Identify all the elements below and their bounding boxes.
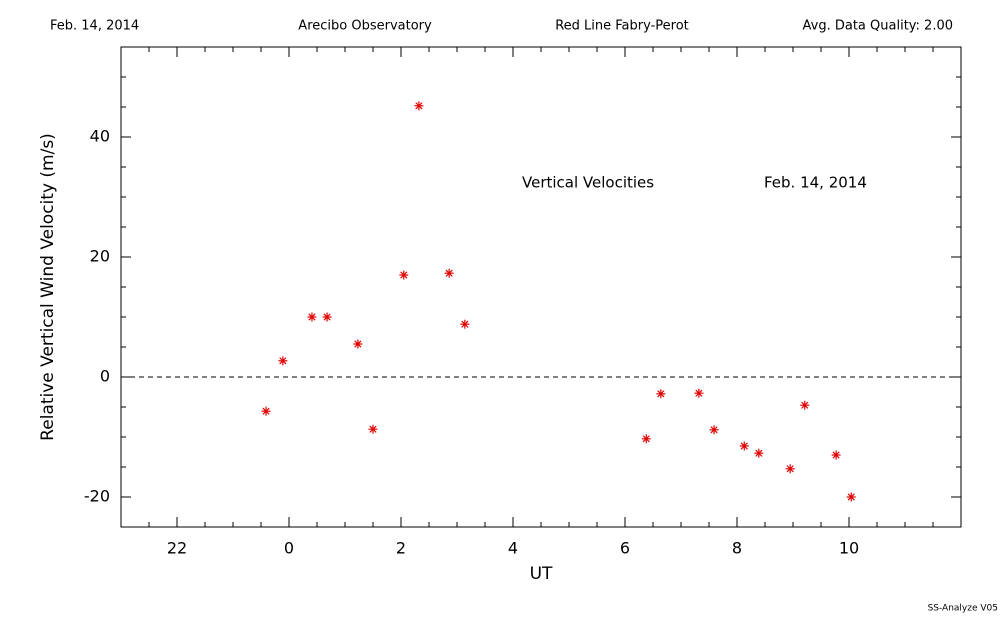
point — [800, 400, 810, 410]
header-date: Feb. 14, 2014 — [50, 19, 139, 34]
point — [694, 388, 704, 398]
point-stroke — [832, 451, 840, 459]
point-stroke — [801, 401, 809, 409]
header-instrument: Red Line Fabry-Perot — [555, 19, 689, 34]
point — [399, 270, 409, 280]
point — [353, 339, 363, 349]
point-stroke — [755, 449, 763, 457]
y-tick-label: 20 — [90, 247, 110, 266]
point-stroke — [415, 102, 423, 110]
point-stroke — [657, 390, 665, 398]
annotation: Feb. 14, 2014 — [764, 174, 867, 192]
point-stroke — [308, 313, 316, 321]
point-stroke — [262, 407, 270, 415]
point-stroke — [400, 271, 408, 279]
point — [656, 389, 666, 399]
y-axis-label: Relative Vertical Wind Velocity (m/s) — [38, 133, 58, 441]
point-stroke — [847, 493, 855, 501]
point-stroke — [695, 389, 703, 397]
point — [444, 268, 454, 278]
point — [739, 441, 749, 451]
point-stroke — [354, 340, 362, 348]
point-stroke — [461, 320, 469, 328]
point — [414, 101, 424, 111]
x-tick-label: 4 — [508, 539, 518, 558]
point — [785, 464, 795, 474]
point-stroke — [323, 313, 331, 321]
footer: SS-Analyze V05 — [928, 604, 998, 614]
point-stroke — [445, 269, 453, 277]
x-tick-label: 2 — [396, 539, 406, 558]
point-stroke — [740, 442, 748, 450]
header-site: Arecibo Observatory — [298, 19, 432, 34]
point — [278, 356, 288, 366]
point-stroke — [369, 425, 377, 433]
point — [846, 492, 856, 502]
point — [831, 450, 841, 460]
x-tick-label: 10 — [839, 539, 859, 558]
x-axis-label: UT — [530, 564, 553, 584]
point — [368, 424, 378, 434]
y-tick-label: 0 — [100, 367, 110, 386]
point — [754, 448, 764, 458]
point — [641, 434, 651, 444]
point-stroke — [279, 357, 287, 365]
x-tick-label: 22 — [167, 539, 187, 558]
y-tick-label: 40 — [90, 127, 110, 146]
point — [307, 312, 317, 322]
point — [261, 406, 271, 416]
point — [460, 319, 470, 329]
point-stroke — [710, 426, 718, 434]
point — [709, 425, 719, 435]
x-tick-label: 0 — [284, 539, 294, 558]
y-tick-label: -20 — [84, 487, 110, 506]
x-tick-label: 8 — [732, 539, 742, 558]
x-tick-label: 6 — [620, 539, 630, 558]
point-stroke — [642, 435, 650, 443]
annotation: Vertical Velocities — [522, 174, 654, 192]
header-quality: Avg. Data Quality: 2.00 — [803, 19, 953, 34]
point-stroke — [786, 465, 794, 473]
point — [322, 312, 332, 322]
